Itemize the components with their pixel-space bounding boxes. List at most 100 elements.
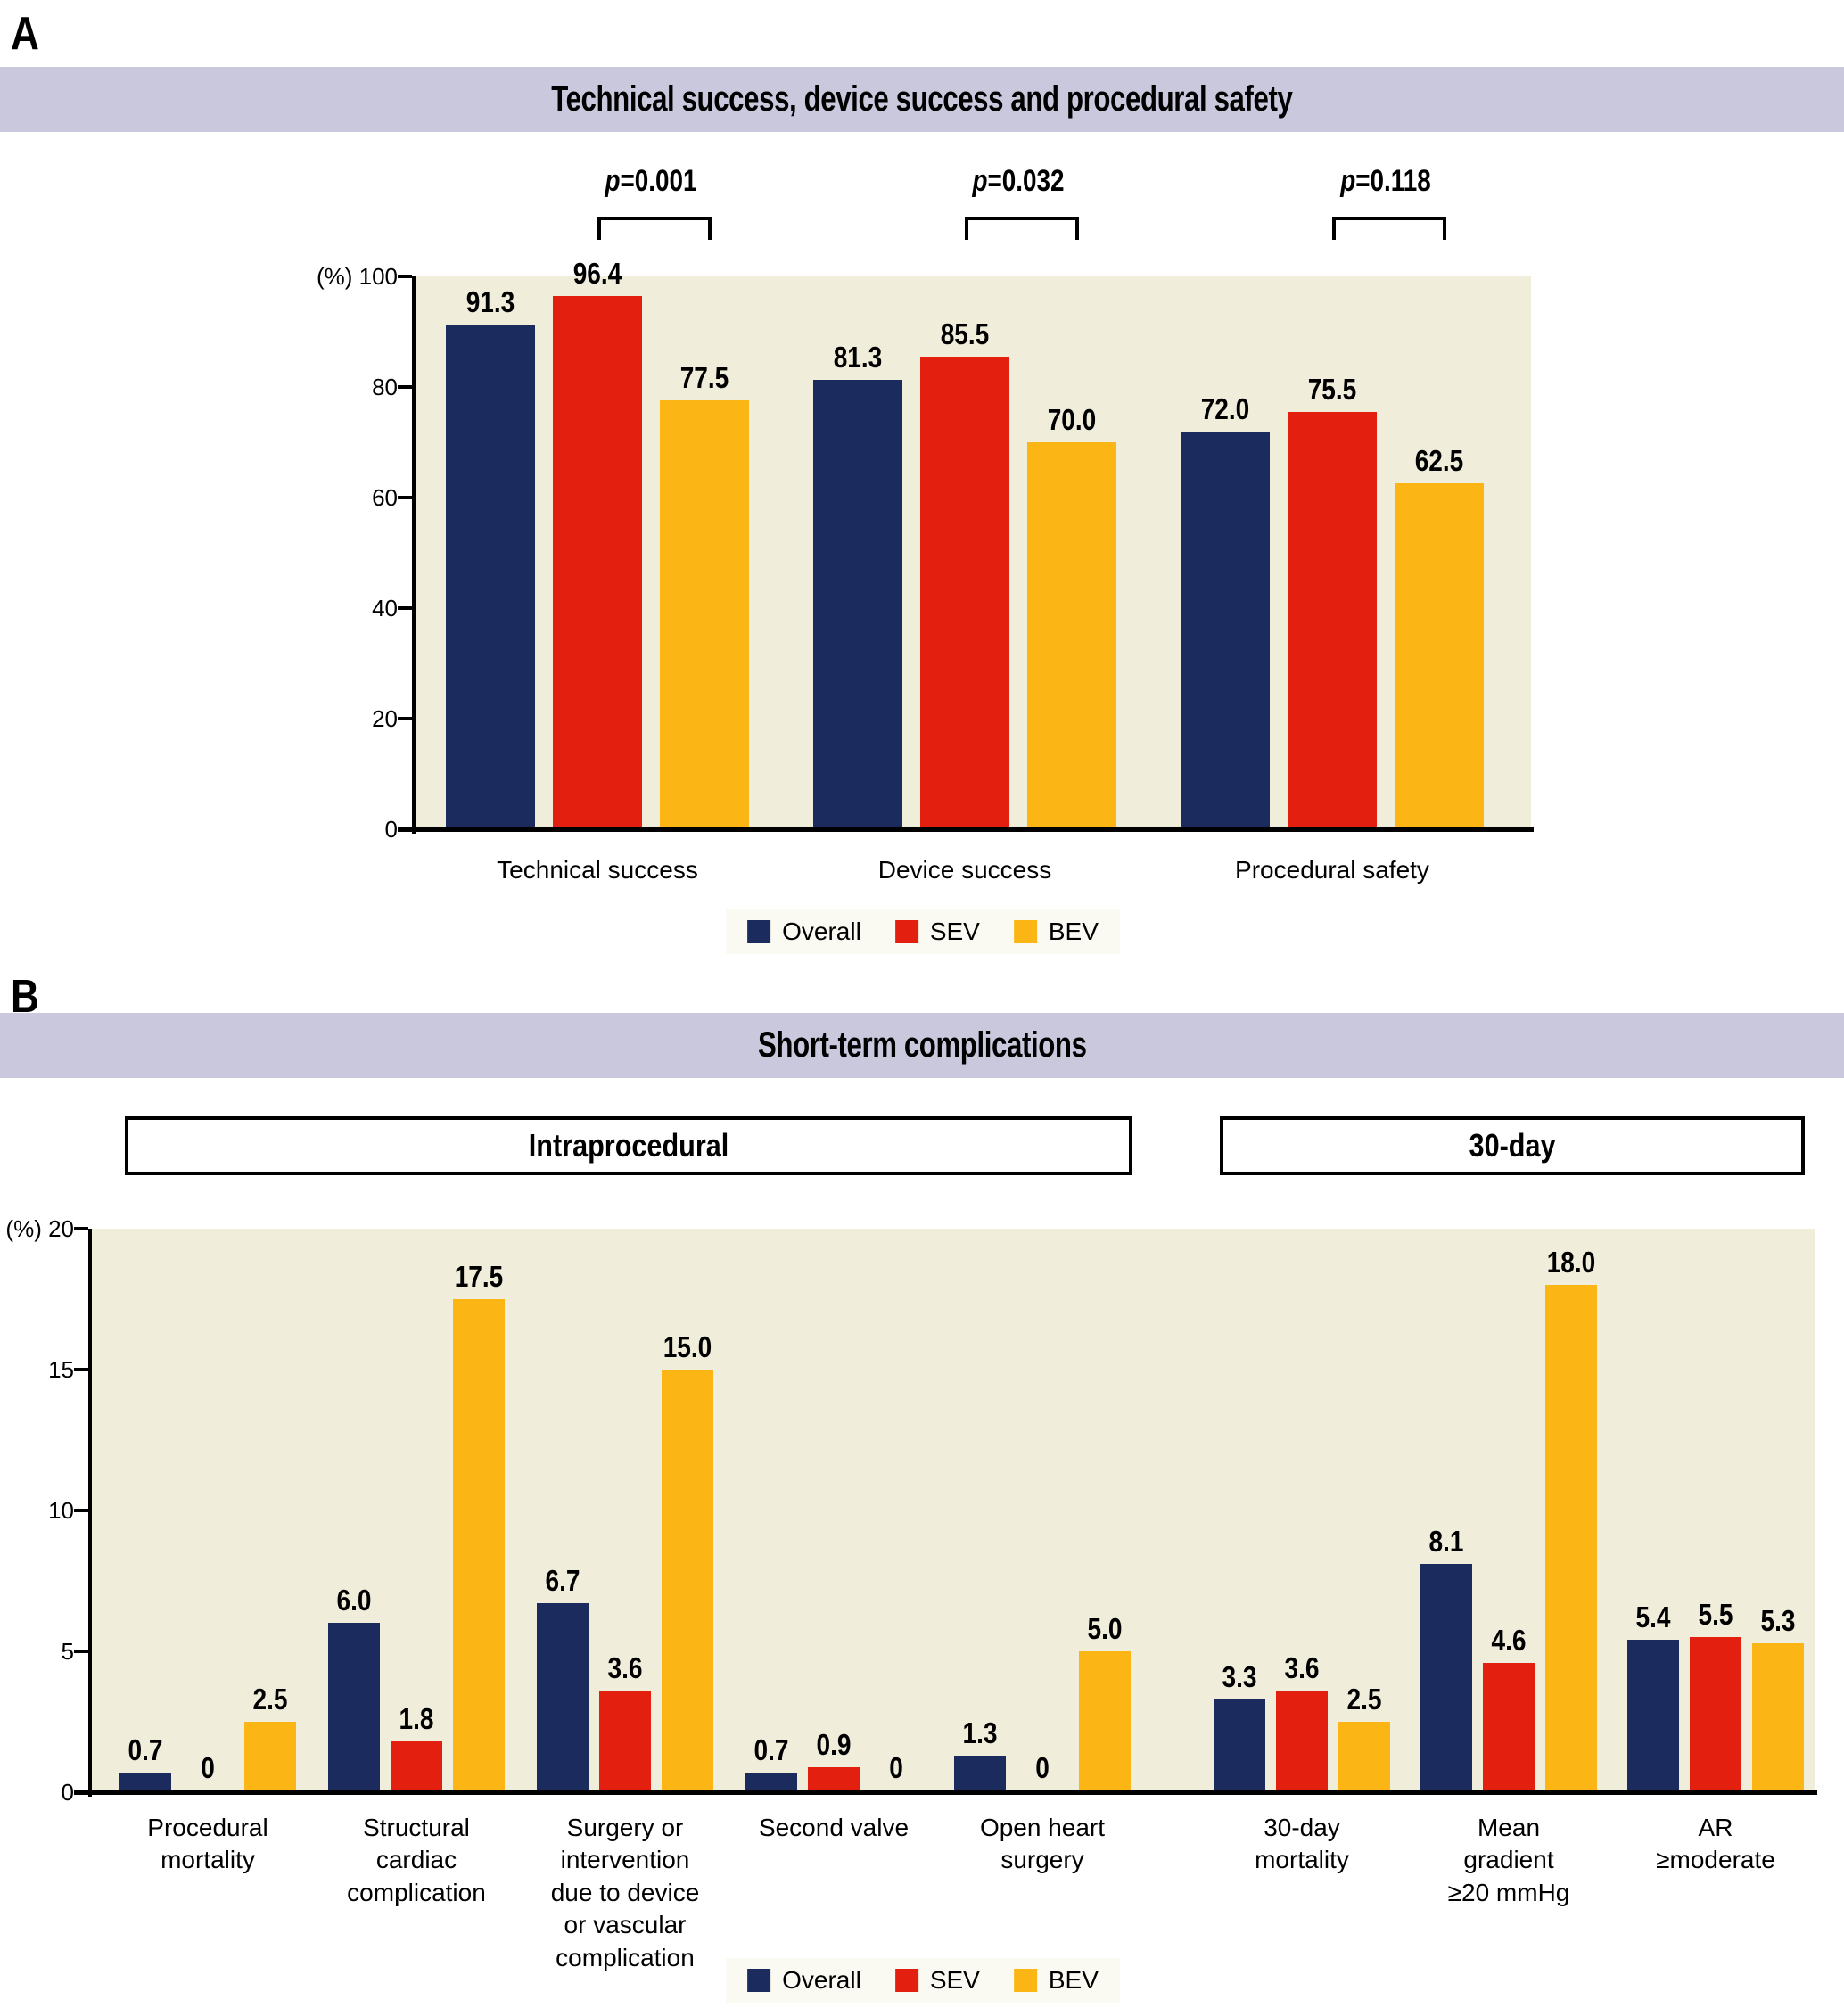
x-category-label-open-heart-surgery: Open heart surgery [979, 1814, 1106, 1874]
panel_a-y-tick-60 [398, 496, 412, 499]
value-label-overall-procedural-mortality: 0.7 [128, 1733, 163, 1766]
panel-a-legend: Overall SEV BEV [726, 909, 1120, 954]
value-label-bev-procedural-safety: 62.5 [1414, 444, 1464, 477]
x-category-label-mean-gradient-20-mmhg: Mean gradient ≥20 mmHg [1447, 1814, 1570, 1906]
legend-label-bev: BEV [1048, 917, 1099, 945]
value-label-bev-mean-gradient-20-mmhg: 18.0 [1546, 1246, 1596, 1279]
panel_b-y-tick-label-0: 0 [61, 1779, 74, 1806]
bar-overall-device-success [813, 380, 902, 829]
bar-sev-technical-success [553, 296, 642, 829]
x-category-label-30-day-mortality: 30-day mortality [1255, 1814, 1349, 1874]
bar-bev-technical-success [660, 400, 749, 829]
bar-bev-30-day-mortality [1338, 1722, 1390, 1792]
panel-a-letter: A [11, 8, 39, 60]
bar-bev-mean-gradient-20-mmhg [1545, 1285, 1597, 1792]
panel_b-x-axis [74, 1790, 1817, 1795]
p-bracket-technical-success [597, 217, 712, 240]
value-label-overall-structural-cardiac-complication: 6.0 [336, 1584, 372, 1617]
bar-sev-ar-moderate [1690, 1637, 1741, 1792]
value-label-sev-mean-gradient-20-mmhg: 4.6 [1491, 1624, 1527, 1657]
value-label-sev-device-success: 85.5 [940, 317, 990, 350]
panel_b-y-tick-label-15: 15 [48, 1356, 74, 1383]
panel-b-title-band: Short-term complications [0, 1013, 1844, 1078]
bar-overall-mean-gradient-20-mmhg [1420, 1564, 1472, 1792]
value-label-sev-surgery-or-intervention-due-to-device-or-vascular-complication: 3.6 [607, 1651, 643, 1684]
panel_a-y-tick-label-100: (%) 100 [316, 263, 398, 290]
value-label-bev-30-day-mortality: 2.5 [1346, 1683, 1382, 1716]
panel-b-title: Short-term complications [757, 1025, 1087, 1065]
p-bracket-device-success [965, 217, 1079, 240]
value-label-sev-second-valve: 0.9 [816, 1728, 852, 1761]
x-category-label-second-valve: Second valve [758, 1814, 910, 1841]
panel-a-title: Technical success, device success and pr… [551, 79, 1293, 119]
legend-chip-bev-icon [1013, 920, 1037, 943]
value-label-bev-surgery-or-intervention-due-to-device-or-vascular-complication: 15.0 [663, 1330, 712, 1363]
bar-bev-structural-cardiac-complication [453, 1299, 505, 1792]
panel_a-y-tick-label-20: 20 [372, 705, 398, 732]
legend-label-overall: Overall [782, 917, 861, 945]
value-label-overall-technical-success: 91.3 [465, 285, 515, 318]
p-value-label-device-success: p=0.032 [972, 164, 1065, 198]
bar-overall-procedural-safety [1181, 432, 1270, 829]
value-label-bev-procedural-mortality: 2.5 [252, 1683, 288, 1716]
panel_a-y-tick-100 [398, 275, 412, 278]
bar-sev-procedural-safety [1288, 412, 1377, 829]
panel_b-y-tick-label-5: 5 [61, 1638, 74, 1665]
x-category-label-procedural-safety: Procedural safety [1235, 856, 1429, 884]
bar-overall-30-day-mortality [1214, 1699, 1265, 1792]
bar-bev-open-heart-surgery [1079, 1651, 1131, 1792]
panel_a-y-tick-label-0: 0 [384, 816, 398, 843]
legend-chip-sev-icon [894, 1969, 918, 1992]
value-label-bev-structural-cardiac-complication: 17.5 [454, 1260, 504, 1293]
panel_b-y-axis [88, 1229, 92, 1797]
x-category-label-ar-moderate: AR ≥moderate [1656, 1814, 1775, 1874]
section-box-30-day: 30-day [1220, 1116, 1805, 1175]
bar-bev-surgery-or-intervention-due-to-device-or-vascular-complication [662, 1370, 713, 1792]
panel_b-y-tick-10 [74, 1509, 88, 1512]
value-label-sev-procedural-safety: 75.5 [1307, 373, 1357, 406]
panel-a-title-band: Technical success, device success and pr… [0, 67, 1844, 132]
legend-item-sev: SEV [894, 917, 980, 946]
value-label-sev-procedural-mortality: 0 [201, 1751, 215, 1784]
bar-sev-mean-gradient-20-mmhg [1483, 1663, 1535, 1792]
panel_b-y-tick-15 [74, 1368, 88, 1371]
value-label-bev-technical-success: 77.5 [679, 361, 729, 394]
panel_b-y-tick-label-10: 10 [48, 1497, 74, 1524]
value-label-bev-open-heart-surgery: 5.0 [1087, 1612, 1123, 1645]
panel_b-y-tick-20 [74, 1227, 88, 1230]
p-value-label-procedural-safety: p=0.118 [1340, 164, 1431, 198]
legend-label-bev: BEV [1048, 1966, 1099, 1994]
value-label-bev-ar-moderate: 5.3 [1760, 1604, 1796, 1637]
panel_a-y-tick-20 [398, 717, 412, 720]
legend-item-overall: Overall [747, 917, 861, 946]
value-label-bev-second-valve: 0 [889, 1751, 903, 1784]
panel_a-y-axis [412, 276, 416, 834]
value-label-overall-mean-gradient-20-mmhg: 8.1 [1428, 1525, 1464, 1558]
panel_a-y-tick-40 [398, 606, 412, 610]
bar-overall-technical-success [446, 325, 535, 829]
legend-item-bev: BEV [1013, 1966, 1099, 1995]
value-label-sev-open-heart-surgery: 0 [1035, 1751, 1050, 1784]
bar-overall-structural-cardiac-complication [328, 1623, 380, 1792]
value-label-sev-30-day-mortality: 3.6 [1284, 1651, 1320, 1684]
bar-sev-structural-cardiac-complication [391, 1741, 442, 1792]
p-value-label-technical-success: p=0.001 [605, 164, 697, 198]
x-category-label-technical-success: Technical success [497, 856, 698, 884]
legend-chip-overall-icon [747, 920, 771, 943]
section-box-intraprocedural: Intraprocedural [125, 1116, 1132, 1175]
legend-chip-bev-icon [1013, 1969, 1037, 1992]
x-category-label-structural-cardiac-complication: Structural cardiac complication [347, 1814, 486, 1906]
value-label-overall-ar-moderate: 5.4 [1635, 1600, 1671, 1633]
bar-overall-procedural-mortality [119, 1773, 171, 1792]
bar-overall-second-valve [745, 1773, 797, 1792]
legend-item-overall: Overall [747, 1966, 861, 1995]
panel_a-y-tick-label-60: 60 [372, 484, 398, 511]
p-bracket-procedural-safety [1332, 217, 1446, 240]
value-label-sev-ar-moderate: 5.5 [1698, 1598, 1733, 1631]
panel_a-x-axis [398, 827, 1534, 832]
panel_b-y-tick-label-20: (%) 20 [5, 1215, 74, 1242]
panel_a-y-tick-label-80: 80 [372, 374, 398, 400]
value-label-overall-second-valve: 0.7 [753, 1733, 789, 1766]
legend-label-sev: SEV [929, 917, 980, 945]
